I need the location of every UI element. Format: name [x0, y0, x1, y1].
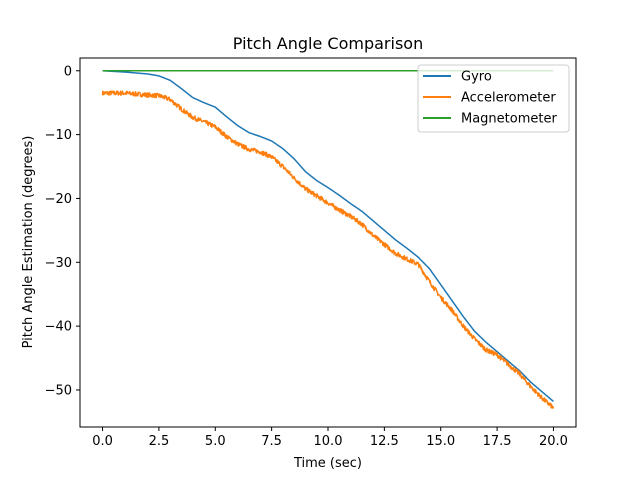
y-tick-label: −50: [45, 383, 72, 398]
x-tick-label: 12.5: [370, 434, 399, 449]
x-tick-label: 0.0: [92, 434, 113, 449]
series-line-gyro: [102, 70, 554, 403]
legend-label-gyro: Gyro: [461, 70, 492, 85]
plot-frame: [79, 57, 577, 428]
x-tick-label: 5.0: [205, 434, 226, 449]
axis-ticks: 0.0 2.5 5.0 7.5 10.0 12.5 15.0 17.5 20.0 0 −10 −20 −…: [45, 64, 568, 449]
x-tick-label: 15.0: [426, 434, 455, 449]
y-tick-label: −10: [45, 128, 72, 143]
x-tick-label: 10.0: [314, 434, 343, 449]
x-axis-label: Time (sec): [293, 456, 362, 471]
y-tick-label: −20: [45, 192, 72, 207]
x-tick-label: 2.5: [149, 434, 170, 449]
chart-title: Pitch Angle Comparison: [233, 34, 423, 53]
legend: Gyro Accelerometer Magnetometer: [417, 64, 570, 133]
series-line-accelerometer: [101, 90, 555, 409]
y-axis-label: Pitch Angle Estimation (degrees): [21, 136, 36, 349]
legend-box: [417, 64, 570, 133]
x-tick-label: 17.5: [483, 434, 512, 449]
legend-label-accelerometer: Accelerometer: [461, 91, 556, 106]
y-tick-label: −40: [45, 320, 72, 335]
y-tick-label: −30: [45, 256, 72, 271]
x-tick-label: 7.5: [261, 434, 282, 449]
x-tick-label: 20.0: [539, 434, 568, 449]
y-tick-label: 0: [64, 64, 72, 79]
legend-label-magnetometer: Magnetometer: [461, 112, 557, 127]
